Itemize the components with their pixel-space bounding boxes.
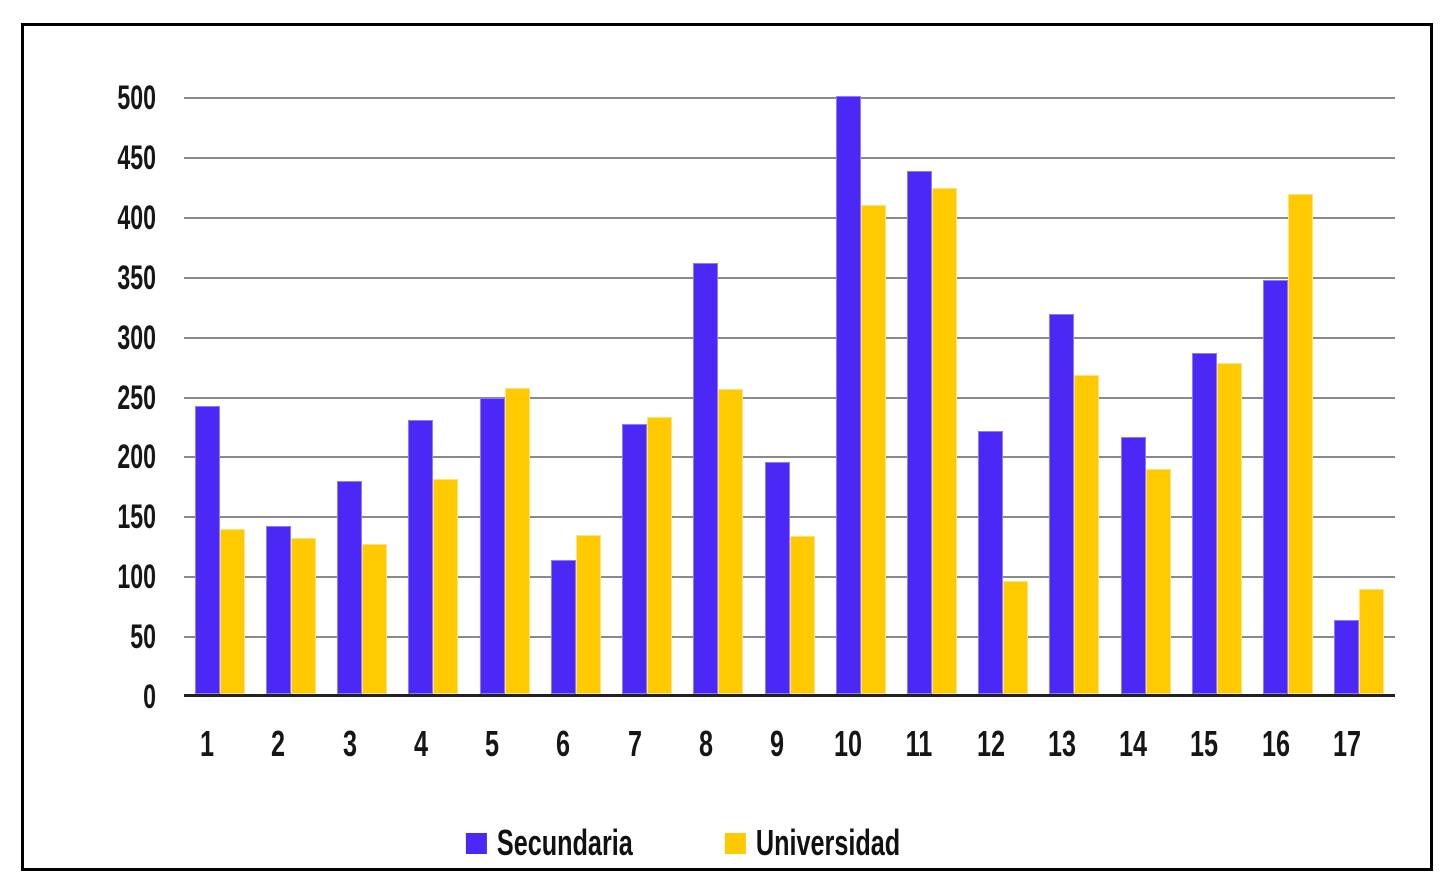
bar-secundaria-9: [764, 462, 790, 694]
bar-universidad-5: [504, 387, 530, 694]
x-axis-category-label: 11: [906, 723, 933, 764]
bar-universidad-15: [1216, 362, 1242, 694]
x-axis-category-label: 6: [556, 723, 571, 764]
bar-universidad-14: [1145, 469, 1171, 694]
bar-universidad-1: [219, 529, 245, 694]
bar-universidad-11: [931, 187, 957, 694]
legend-label-universidad: Universidad: [756, 822, 901, 863]
bar-secundaria-4: [408, 420, 434, 694]
bar-secundaria-16: [1263, 280, 1289, 694]
bar-secundaria-6: [550, 560, 576, 694]
gridline: [184, 156, 1395, 159]
x-axis-category-label: 8: [698, 723, 713, 764]
x-axis-category-label: 10: [834, 723, 863, 764]
bar-universidad-12: [1003, 580, 1029, 694]
x-axis-category-label: 9: [769, 723, 785, 764]
x-axis-category-label: 5: [485, 723, 500, 764]
gridline: [184, 97, 1395, 99]
bar-universidad-10: [860, 204, 886, 694]
x-axis-category-label: 15: [1190, 723, 1219, 764]
y-axis-tick-label: 0: [143, 678, 156, 716]
x-axis-category-label: 17: [1332, 723, 1361, 764]
x-axis-category-label: 16: [1261, 723, 1290, 764]
x-axis-line: [184, 694, 1395, 697]
bar-universidad-16: [1288, 193, 1314, 694]
bar-secundaria-5: [479, 397, 505, 694]
x-axis-category-label: 7: [627, 723, 642, 764]
x-axis-category-label: 13: [1047, 723, 1076, 764]
y-axis-tick-label: 350: [117, 258, 156, 297]
y-axis-tick-label: 100: [117, 558, 156, 597]
y-axis-tick-label: 450: [117, 138, 156, 177]
bar-secundaria-14: [1120, 437, 1146, 694]
bar-secundaria-15: [1191, 353, 1217, 694]
y-axis: 0 50 100 150 200 250 300 350 400 450 500: [62, 76, 156, 714]
bar-universidad-6: [575, 535, 601, 694]
legend: Secundaria Universidad: [465, 822, 962, 864]
bar-universidad-2: [290, 537, 316, 694]
bar-universidad-7: [647, 416, 673, 694]
y-axis-tick-label: 300: [117, 318, 156, 357]
bar-secundaria-2: [265, 525, 291, 694]
secundaria-swatch-icon: [465, 832, 487, 854]
bar-universidad-17: [1359, 589, 1385, 694]
x-axis-category-label: 14: [1119, 723, 1148, 764]
bar-universidad-13: [1074, 374, 1100, 694]
bar-secundaria-11: [906, 171, 932, 694]
legend-item-universidad: Universidad: [725, 822, 962, 864]
bar-secundaria-13: [1049, 313, 1075, 694]
x-axis-category-label: 12: [976, 723, 1005, 764]
bar-secundaria-3: [337, 481, 363, 694]
gridline: [184, 276, 1395, 279]
gridline: [184, 396, 1395, 399]
bar-secundaria-10: [835, 95, 861, 694]
y-axis-tick-label: 50: [130, 618, 156, 657]
x-axis-category-label: 3: [342, 723, 357, 764]
bar-universidad-3: [362, 543, 388, 694]
y-axis-tick-label: 500: [117, 79, 156, 117]
y-axis-tick-label: 400: [117, 198, 156, 237]
bar-secundaria-1: [194, 405, 220, 694]
bar-universidad-9: [789, 536, 815, 694]
x-axis: 1 2 3 4 5 6 7 8 9 10 11 12 13 14 15 16 17: [184, 722, 1395, 768]
x-axis-category-label: 2: [271, 723, 286, 764]
gridline: [184, 456, 1395, 459]
y-axis-tick-label: 250: [117, 378, 156, 417]
bar-universidad-8: [718, 389, 744, 694]
x-axis-category-label: 4: [413, 723, 428, 764]
gridline: [184, 516, 1395, 519]
bar-secundaria-12: [978, 431, 1004, 694]
bar-secundaria-8: [693, 263, 719, 694]
bar-secundaria-7: [622, 423, 648, 694]
y-axis-tick-label: 150: [117, 498, 156, 537]
gridline: [184, 216, 1395, 219]
gridline: [184, 336, 1395, 339]
bar-secundaria-17: [1334, 620, 1360, 694]
x-axis-category-label: 1: [200, 723, 215, 764]
legend-item-secundaria: Secundaria: [465, 822, 691, 864]
plot-area: [184, 76, 1395, 697]
legend-label-secundaria: Secundaria: [496, 822, 633, 863]
y-axis-tick-label: 200: [117, 438, 156, 477]
bar-universidad-4: [433, 478, 459, 694]
universidad-swatch-icon: [725, 832, 747, 854]
